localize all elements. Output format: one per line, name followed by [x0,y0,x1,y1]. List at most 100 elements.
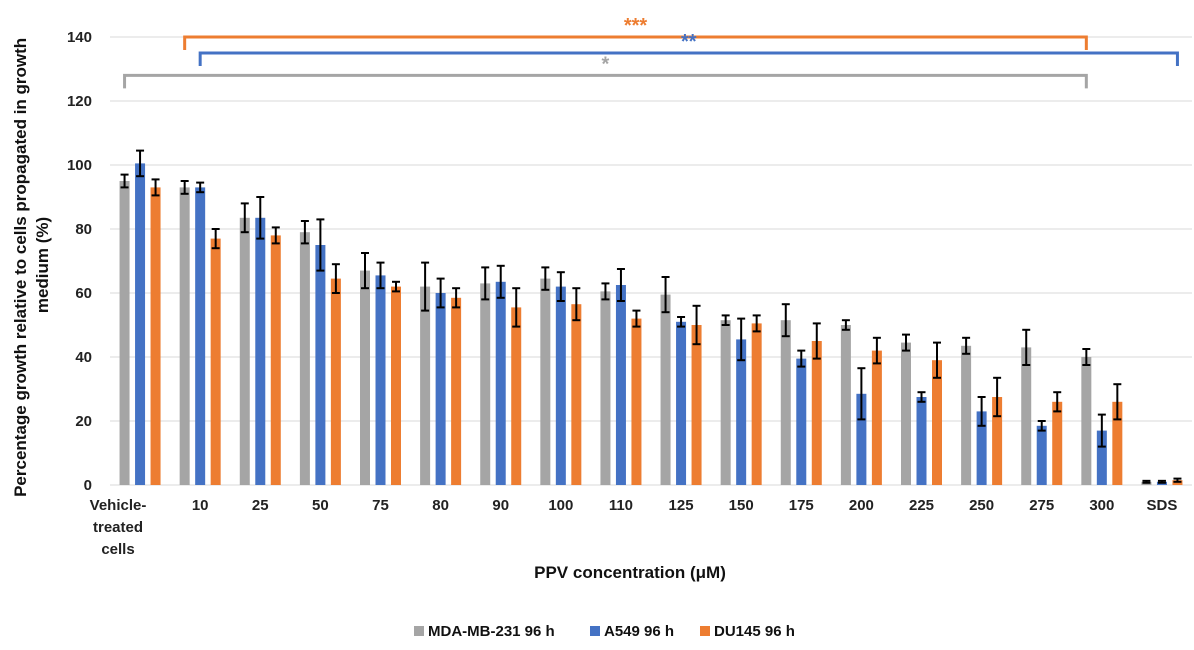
y-axis-ticks: 0 20 40 60 80 100 120 140 [67,29,92,494]
bar-1-10 [736,339,747,485]
error-bar [1142,479,1151,484]
significance-brackets: ****** [123,15,1179,89]
bar-0-1 [179,187,190,485]
x-tick-label: 90 [492,497,509,514]
bar-1-14 [976,411,987,485]
bar-1-6 [495,281,506,485]
error-bar [481,266,490,301]
x-tick-label: 50 [312,497,329,514]
significance-label: *** [624,15,648,37]
y-tick-label: 80 [75,221,92,238]
x-tick-label: 275 [1029,497,1054,514]
bar-0-3 [299,232,310,485]
bar-0-2 [239,217,250,486]
error-bar [120,173,129,189]
x-tick-label: 150 [729,497,754,514]
error-bar [841,319,850,331]
x-tick-label: 100 [548,497,573,514]
bar-1-8 [615,285,626,485]
bar-2-16 [1112,401,1123,485]
bar-2-4 [391,286,401,485]
y-tick-label: 0 [84,477,92,494]
legend-item: MDA-MB-231 96 h [414,623,555,640]
bar-0-15 [1021,347,1032,485]
y-tick-label: 140 [67,29,92,46]
legend-item: DU145 96 h [700,623,795,640]
error-bar [240,202,249,234]
error-bar [962,336,971,355]
x-tick-label: 25 [252,497,269,514]
error-bar [902,333,910,352]
bar-1-2 [255,217,266,486]
legend-swatch [700,626,710,636]
bar-0-0 [119,181,130,485]
bar-0-8 [600,291,611,485]
bar-0-5 [420,286,431,485]
error-bar [331,263,340,294]
error-bar [196,181,205,194]
bar-1-12 [856,393,867,485]
error-bar [452,287,461,309]
gridlines [110,36,1192,486]
error-bar [541,266,550,291]
bar-2-8 [631,318,642,485]
x-tick-label: 225 [909,497,934,514]
y-axis-title: Percentage growth relative to cells prop… [11,33,52,497]
error-bar [316,218,325,272]
x-tick-label: 10 [192,497,209,514]
error-bar [917,391,926,403]
bar-2-13 [932,360,942,485]
error-bar [692,304,701,346]
bar-1-11 [796,358,807,485]
error-bar [376,261,385,290]
x-tick-label: 175 [789,497,814,514]
error-bar [857,367,866,421]
bar-0-13 [901,342,911,485]
error-bar [872,336,881,365]
error-bar [512,287,521,328]
x-axis-title: PPV concentration (μM) [534,563,726,582]
y-tick-label: 40 [75,349,92,366]
error-bar [797,349,806,368]
error-bar [300,220,309,245]
y-axis-title-line-2: medium (%) [33,217,52,313]
error-bar [781,303,790,338]
bar-1-3 [315,245,326,485]
error-bar [496,264,505,299]
error-bar [361,252,369,290]
bar-1-7 [555,286,566,485]
error-bar [737,317,746,362]
bar-2-2 [270,235,281,485]
x-tick-label: 80 [432,497,449,514]
x-axis-ticks: Vehicle-treated cells 10 25 50 75 80 90 100 110 12… [90,497,1178,558]
x-tick-label: 200 [849,497,874,514]
y-tick-label: 60 [75,285,92,302]
error-bar [421,261,430,312]
error-bar [1037,420,1046,432]
bar-0-7 [540,278,551,485]
bar-0-12 [840,325,851,485]
error-bar [661,276,670,314]
bar-1-16 [1096,430,1107,485]
bar-0-6 [480,283,491,485]
bar-0-9 [660,294,671,485]
error-bar [632,309,641,328]
error-bar [933,341,941,379]
bar-2-12 [871,350,882,485]
bar-1-4 [375,275,386,485]
bar-0-14 [961,345,972,485]
bar-2-0 [150,187,161,485]
error-bar [211,228,220,250]
bar-2-5 [451,297,462,485]
bar-2-3 [330,278,341,485]
bar-0-10 [720,320,731,485]
x-tick-label: 250 [969,497,994,514]
bar-2-11 [811,341,822,485]
error-bar [436,277,445,309]
error-bar [616,268,625,302]
error-bar [812,322,821,360]
bar-2-14 [992,397,1003,485]
y-tick-label: 20 [75,413,92,430]
error-bars [120,149,1182,484]
y-tick-label: 120 [67,93,92,110]
